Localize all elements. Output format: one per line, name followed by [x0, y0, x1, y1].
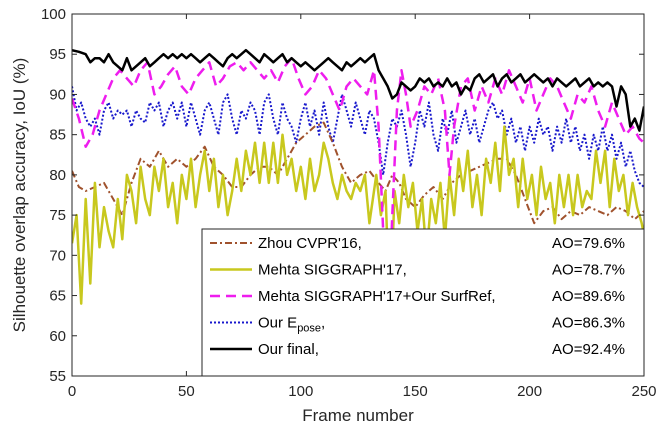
legend-ao-4: AO=86.3% [552, 315, 625, 332]
series-line-3 [72, 56, 644, 338]
y-tick-label: 75 [49, 207, 66, 224]
legend-label-1: Zhou CVPR'16, [258, 235, 362, 252]
y-tick-label: 70 [49, 247, 66, 264]
ticks-layer: 0 50 100 150 200 250 55 60 65 70 75 80 85 90 95 100 [41, 6, 657, 400]
x-tick-label: 200 [517, 383, 542, 400]
y-tick-label: 95 [49, 46, 66, 63]
legend-label-3: Mehta SIGGRAPH'17+Our SurfRef, [258, 288, 496, 305]
x-axis-label: Frame number [302, 406, 414, 425]
series-line-5 [72, 48, 644, 132]
series-line-2 [72, 125, 644, 321]
y-tick-label: 55 [49, 368, 66, 385]
x-tick-label: 150 [403, 383, 428, 400]
legend-ao-5: AO=92.4% [552, 341, 625, 358]
series-layer [72, 48, 644, 338]
y-tick-label: 85 [49, 127, 66, 144]
x-tick-label: 100 [288, 383, 313, 400]
y-tick-label: 80 [49, 167, 66, 184]
y-tick-label: 100 [41, 6, 66, 23]
legend-ao-3: AO=89.6% [552, 288, 625, 305]
legend-label-2: Mehta SIGGRAPH'17, [258, 262, 407, 279]
x-tick-label: 0 [68, 383, 76, 400]
y-tick-label: 65 [49, 288, 66, 305]
series-line-4 [72, 86, 644, 188]
y-axis-label: Silhouette overlap accuracy, IoU (%) [10, 58, 29, 333]
legend-ao-1: AO=79.6% [552, 235, 625, 252]
legend: Zhou CVPR'16, AO=79.6% Mehta SIGGRAPH'17, A… [201, 228, 645, 377]
y-tick-label: 60 [49, 328, 66, 345]
legend-label-5: Our final, [258, 341, 319, 358]
legend-ao-2: AO=78.7% [552, 262, 625, 279]
y-tick-label: 90 [49, 86, 66, 103]
series-line-1 [72, 121, 644, 225]
x-tick-label: 250 [631, 383, 656, 400]
x-tick-label: 50 [178, 383, 195, 400]
legend-box [201, 228, 645, 377]
